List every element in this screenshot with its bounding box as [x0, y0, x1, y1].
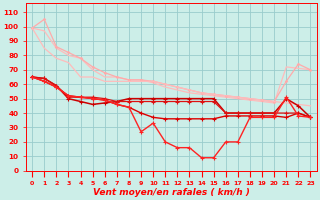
X-axis label: Vent moyen/en rafales ( km/h ): Vent moyen/en rafales ( km/h )	[93, 188, 250, 197]
